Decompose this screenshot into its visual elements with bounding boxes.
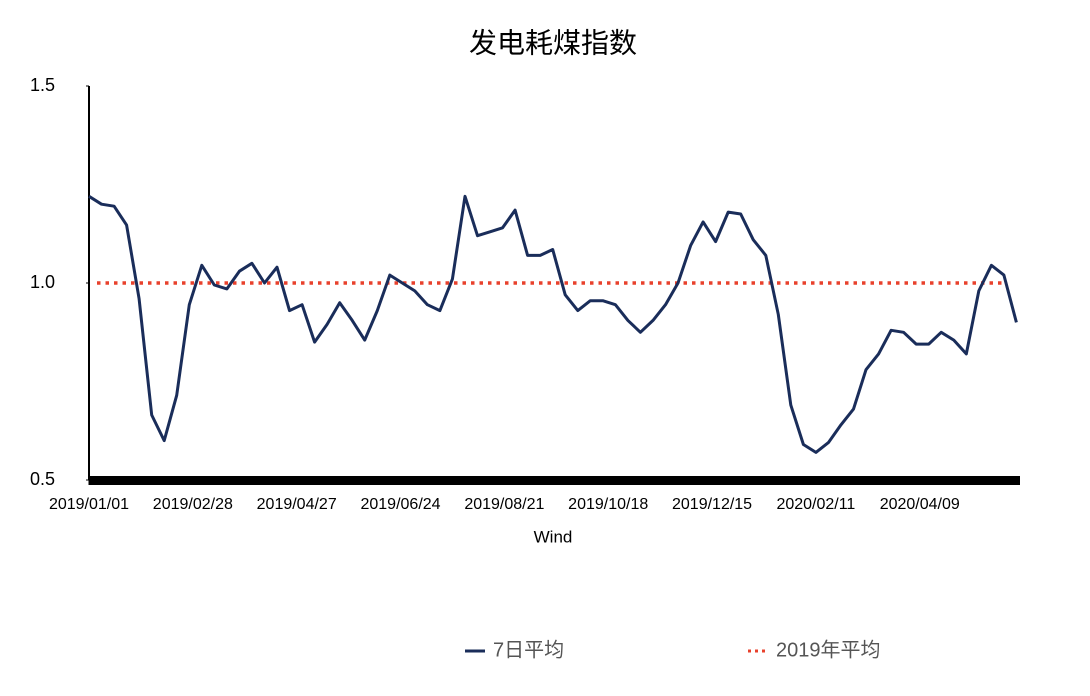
x-tick-label: 2019/01/01: [49, 496, 129, 513]
y-tick-label: 1.5: [30, 75, 55, 95]
x-tick-label: 2020/02/11: [776, 496, 855, 513]
x-tick-label: 2019/10/18: [568, 496, 648, 513]
chart-title: 发电耗煤指数: [469, 27, 637, 58]
y-tick-label: 0.5: [30, 469, 55, 489]
legend-label: 7日平均: [493, 638, 564, 661]
x-tick-label: 2020/04/09: [880, 496, 960, 513]
legend-label: 2019年平均: [776, 638, 881, 661]
x-tick-label: 2019/12/15: [672, 496, 752, 513]
x-axis-label: Wind: [534, 527, 573, 546]
data-line: [88, 194, 1018, 454]
x-tick-label: 2019/08/21: [464, 496, 544, 513]
x-tick-label: 2019/02/28: [153, 496, 233, 513]
x-tick-label: 2019/04/27: [257, 496, 337, 513]
x-axis: [89, 476, 1020, 485]
y-tick-label: 1.0: [30, 272, 55, 292]
x-tick-label: 2019/06/24: [360, 496, 440, 513]
